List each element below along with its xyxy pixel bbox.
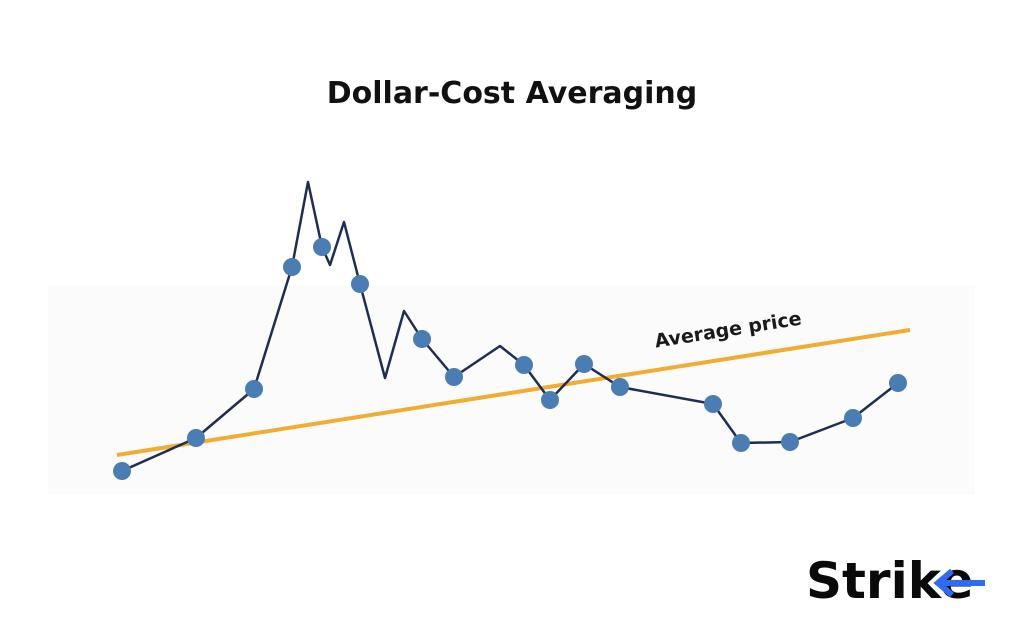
purchase-dots xyxy=(113,238,907,480)
dot xyxy=(283,258,301,276)
arrow-head xyxy=(933,568,954,598)
dot xyxy=(351,275,369,293)
dot xyxy=(732,434,750,452)
average-line xyxy=(116,328,911,457)
logo-arrow xyxy=(933,568,985,598)
dot xyxy=(844,409,862,427)
dot xyxy=(245,380,263,398)
dot xyxy=(187,429,205,447)
dot xyxy=(541,391,559,409)
dot xyxy=(889,374,907,392)
backdrop xyxy=(48,285,975,495)
dot xyxy=(575,355,593,373)
title: Dollar-Cost Averaging xyxy=(327,76,698,111)
dot xyxy=(515,356,533,374)
dot xyxy=(313,238,331,256)
dot xyxy=(611,378,629,396)
dot xyxy=(445,368,463,386)
dot xyxy=(113,462,131,480)
dot xyxy=(781,433,799,451)
dot xyxy=(413,330,431,348)
dot xyxy=(704,395,722,413)
